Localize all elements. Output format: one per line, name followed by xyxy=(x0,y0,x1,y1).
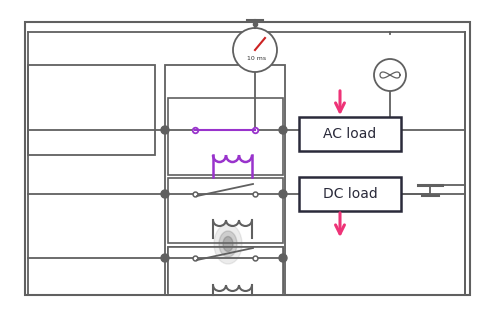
Bar xyxy=(168,178,283,243)
Bar xyxy=(25,22,470,295)
Circle shape xyxy=(233,28,277,72)
Bar xyxy=(165,65,285,295)
Text: AC load: AC load xyxy=(324,127,376,141)
Bar xyxy=(168,247,283,292)
FancyBboxPatch shape xyxy=(299,117,401,151)
Circle shape xyxy=(279,254,287,262)
Ellipse shape xyxy=(223,236,233,252)
Bar xyxy=(28,65,155,155)
Circle shape xyxy=(161,254,169,262)
Ellipse shape xyxy=(219,231,237,257)
Text: DC load: DC load xyxy=(322,187,378,201)
Bar xyxy=(168,98,283,175)
Circle shape xyxy=(374,59,406,91)
Circle shape xyxy=(161,126,169,134)
Circle shape xyxy=(279,126,287,134)
Text: 10 ms: 10 ms xyxy=(248,55,266,60)
FancyBboxPatch shape xyxy=(299,177,401,211)
Circle shape xyxy=(279,190,287,198)
Ellipse shape xyxy=(214,224,242,264)
Circle shape xyxy=(161,190,169,198)
Bar xyxy=(168,247,283,295)
